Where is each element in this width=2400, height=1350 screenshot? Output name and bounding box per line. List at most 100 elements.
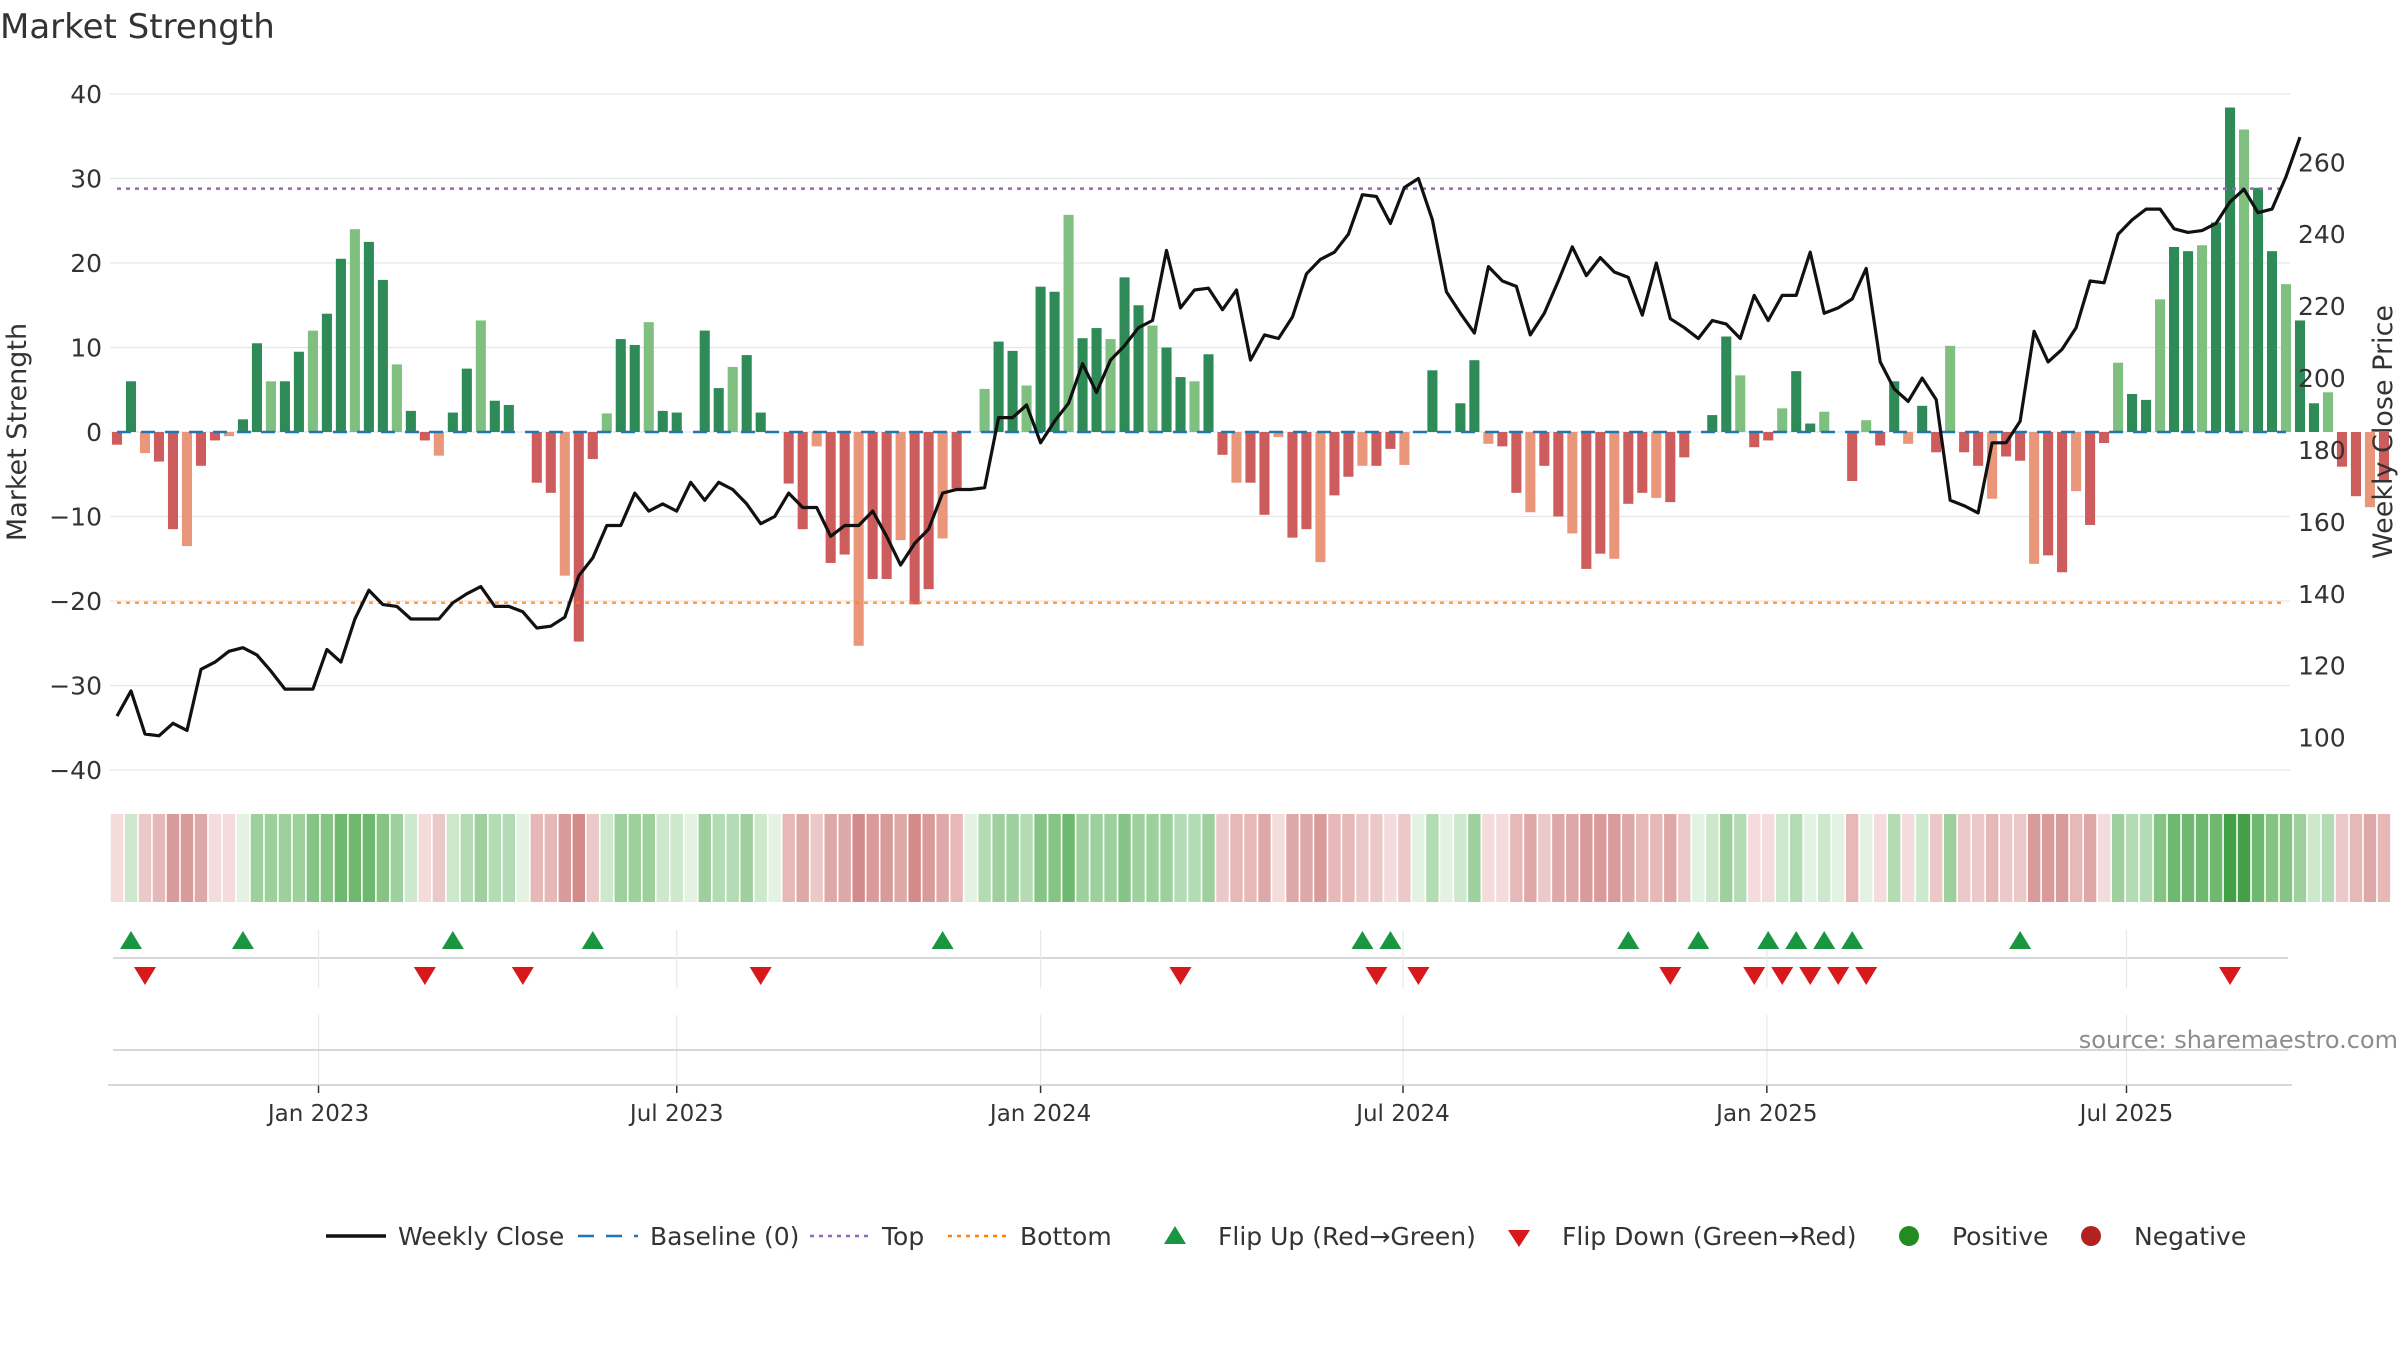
heat-cell [1412, 814, 1425, 902]
legend-swatch-circle [1899, 1226, 1919, 1246]
strength-bar [699, 330, 710, 432]
flip-up-marker [441, 931, 464, 949]
strength-bar [293, 351, 304, 432]
x-axis: Jan 2023 Jul 2023 Jan 2024 Jul 2024 Jan 2025… [108, 1015, 2292, 1127]
strength-bar [643, 322, 654, 432]
heat-cell [572, 814, 585, 902]
strength-bar [2308, 403, 2320, 432]
strength-bar [377, 279, 388, 432]
heat-cell [1860, 814, 1873, 902]
y-tick-label-left: −30 [49, 672, 102, 701]
heat-cell [1832, 814, 1845, 902]
heat-cell [1272, 814, 1285, 902]
heat-cell [334, 814, 348, 902]
heat-cell [390, 814, 404, 902]
strength-bar [349, 229, 360, 432]
heat-cell [1720, 814, 1733, 902]
strength-bar [1945, 345, 1956, 432]
legend-item: Flip Up (Red→Green) [1164, 1222, 1476, 1251]
legend-label: Positive [1952, 1222, 2048, 1251]
heat-cell [222, 814, 236, 902]
strength-bar [2350, 432, 2362, 497]
strength-bar [727, 366, 738, 432]
legend-item: Baseline (0) [578, 1222, 799, 1251]
heat-cell [1608, 814, 1621, 902]
strength-bar [1175, 377, 1186, 432]
heat-cell [866, 814, 879, 902]
heat-cell [684, 814, 697, 902]
strength-bar [1161, 347, 1172, 432]
strength-bar [167, 432, 179, 530]
strength-bar [1035, 286, 1046, 432]
heat-cell [1356, 814, 1369, 902]
heat-cell [1804, 814, 1817, 902]
strength-bar [1105, 339, 1116, 432]
strength-heat-strip [110, 814, 2391, 902]
heat-cell [124, 814, 138, 902]
source-note: source: sharemaestro.com [2079, 1026, 2398, 1054]
heat-cell [1314, 814, 1327, 902]
strength-bar [1301, 432, 1312, 530]
y-axis-label-right: Weekly Close Price [2368, 305, 2399, 559]
strength-bar [1721, 336, 1732, 432]
heat-cell [1776, 814, 1789, 902]
heat-cell [1230, 814, 1243, 902]
strength-bar [1217, 432, 1228, 455]
strength-bar [433, 432, 444, 456]
heat-cell [2349, 814, 2363, 902]
strength-bar [2210, 222, 2222, 432]
heat-cell [628, 814, 641, 902]
heat-cell [320, 814, 334, 902]
heat-cell [950, 814, 963, 902]
heat-cell [1160, 814, 1173, 902]
strength-bar [1329, 432, 1340, 496]
heat-cell [1398, 814, 1411, 902]
strength-bar [139, 432, 151, 454]
flip-down-marker [1855, 967, 1878, 985]
strength-bar [545, 432, 556, 493]
heat-cell [1999, 814, 2013, 902]
strength-bar [447, 412, 458, 432]
strength-bar [1623, 432, 1634, 504]
strength-bar [2029, 432, 2040, 564]
heat-cell [740, 814, 753, 902]
heat-cell [474, 814, 488, 902]
y-tick-label-left: −40 [49, 756, 102, 785]
strength-bar [1959, 432, 1970, 453]
strength-bar [881, 432, 892, 580]
heat-cell [1622, 814, 1635, 902]
y-tick-label-left: 20 [70, 249, 102, 278]
heat-cell [782, 814, 795, 902]
strength-bar [615, 339, 626, 432]
heat-cell [726, 814, 739, 902]
y-tick-label-left: −20 [49, 587, 102, 616]
strength-bar [2266, 251, 2278, 432]
strength-bar [1231, 432, 1242, 483]
flip-down-marker [1771, 967, 1794, 985]
heat-cell [1062, 814, 1075, 902]
heat-cell [1244, 814, 1257, 902]
heat-cell [2167, 814, 2181, 902]
heat-cell [2251, 814, 2265, 902]
y-axis-ticks: 403020100−10−20−30−402602402202001801601… [49, 80, 2345, 785]
heat-cell [348, 814, 362, 902]
heat-cell [1594, 814, 1607, 902]
strength-bar [2015, 432, 2026, 461]
heat-cell [614, 814, 627, 902]
heat-cell [558, 814, 571, 902]
heat-cell [1132, 814, 1145, 902]
heat-cell [1901, 814, 1915, 902]
strength-bar [503, 404, 514, 432]
strength-bar [853, 432, 864, 646]
heat-cell [2335, 814, 2349, 902]
strength-bar [1497, 432, 1508, 447]
strength-bar [713, 388, 724, 432]
heat-cell [1216, 814, 1229, 902]
heat-cell [1957, 814, 1971, 902]
heat-cell [2195, 814, 2209, 902]
flip-up-marker [1813, 931, 1836, 949]
strength-bar [111, 432, 123, 445]
x-tick-label: Jan 2025 [1714, 1101, 1817, 1127]
heat-cell [1468, 814, 1481, 902]
strength-bar [125, 381, 137, 432]
